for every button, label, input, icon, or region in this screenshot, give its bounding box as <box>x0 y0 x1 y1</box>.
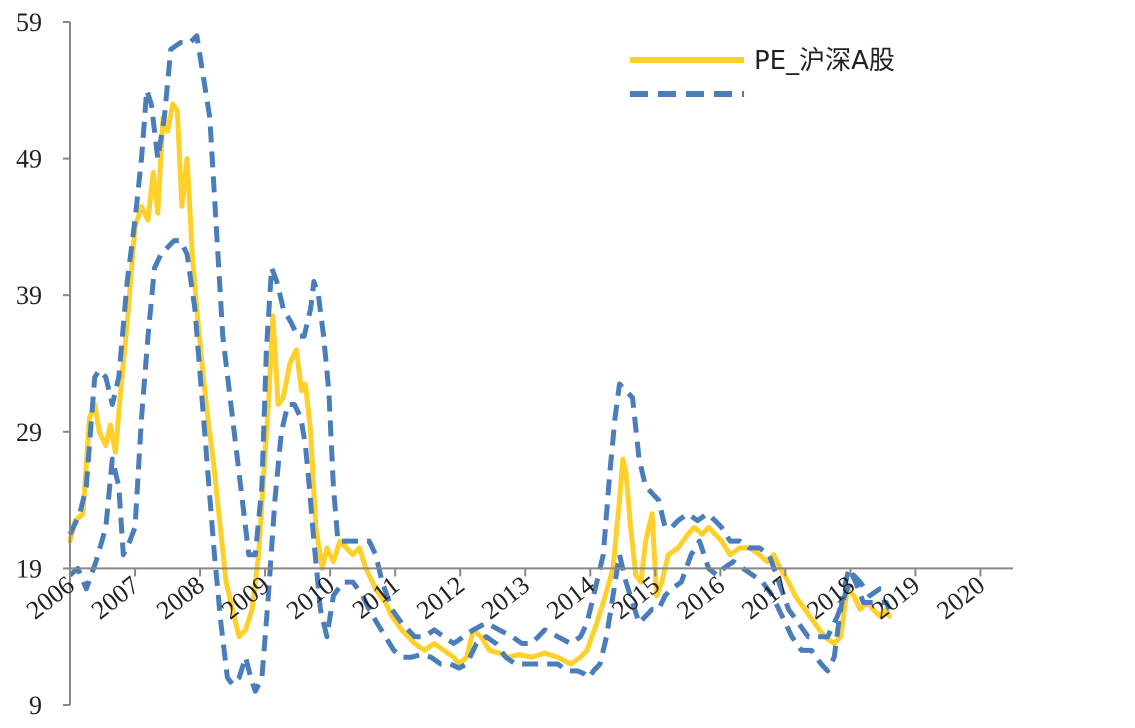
legend-label-pe: PE_沪深A股 <box>754 46 895 76</box>
x-tick-label: 2014 <box>541 570 600 625</box>
y-tick-label: 9 <box>29 691 42 720</box>
series-line-band-2 <box>68 238 892 694</box>
x-tick-label: 2012 <box>411 570 470 625</box>
series-layer <box>67 33 892 694</box>
x-tick-label: 2019 <box>866 570 925 625</box>
legend: PE_沪深A股 <box>630 46 895 97</box>
x-tick-label: 2007 <box>86 570 145 625</box>
x-tick-label: 2020 <box>931 570 990 625</box>
series-line-band-1 <box>67 33 890 646</box>
y-tick-label: 19 <box>16 554 42 583</box>
y-tick-label: 49 <box>16 145 42 174</box>
y-tick-label: 29 <box>16 418 42 447</box>
x-tick-label: 2013 <box>476 570 535 625</box>
x-tick-label: 2008 <box>151 570 210 625</box>
series-line-pe <box>67 101 892 667</box>
y-tick-label: 39 <box>16 281 42 310</box>
y-tick-label: 59 <box>16 8 42 37</box>
